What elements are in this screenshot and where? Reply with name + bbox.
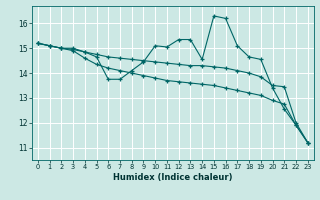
X-axis label: Humidex (Indice chaleur): Humidex (Indice chaleur) xyxy=(113,173,233,182)
